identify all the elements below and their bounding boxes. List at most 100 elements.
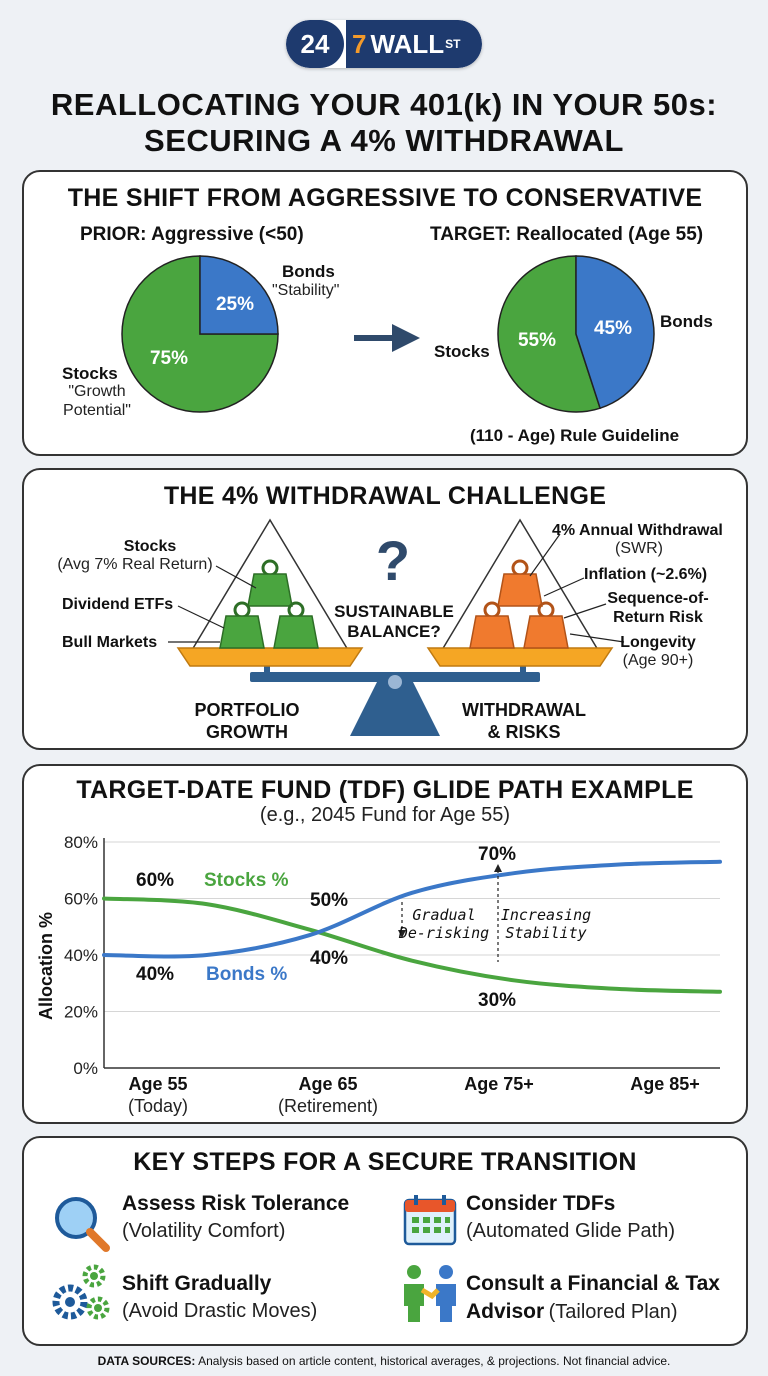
stocks-end-pct: 30% xyxy=(478,990,517,1011)
logo-wordmark: 7 WALL ST xyxy=(346,20,482,68)
target-stocks-label: Stocks xyxy=(434,342,490,361)
left-weights xyxy=(219,559,319,649)
y-tick-label: 20% xyxy=(64,1003,98,1022)
prior-bonds-pct: 25% xyxy=(215,294,255,315)
x-tick-age85: Age 85+ xyxy=(630,1074,700,1094)
x-tick-age55: Age 55 xyxy=(128,1074,188,1094)
footer-text: Analysis based on article content, histo… xyxy=(195,1354,671,1368)
prior-stocks-sub2: Potential" xyxy=(63,402,131,419)
glide-path-panel: TARGET-DATE FUND (TDF) GLIDE PATH EXAMPL… xyxy=(22,764,748,1124)
data-sources-footer: DATA SOURCES: Analysis based on article … xyxy=(0,1354,768,1368)
right-pan xyxy=(426,647,614,667)
y-tick-label: 60% xyxy=(64,890,98,909)
derisk-note2: De-risking xyxy=(398,924,490,942)
target-bonds-pct: 45% xyxy=(593,318,633,339)
balance-scale-illustration xyxy=(168,518,625,736)
x-tick-age75: Age 75+ xyxy=(464,1074,534,1094)
longevity-label: Longevity xyxy=(620,634,696,651)
step3-title: Shift Gradually xyxy=(122,1272,272,1295)
prior-stocks-label: Stocks xyxy=(62,364,118,383)
x-tick-age65: Age 65 xyxy=(298,1074,358,1094)
right-leader-lines xyxy=(529,533,625,643)
glide-path-chart: 80% 60% 40% 20% 0% Allocation % xyxy=(36,833,722,1078)
left-leader-lines xyxy=(168,565,257,643)
bonds-start-pct: 40% xyxy=(136,964,175,985)
footer-label: DATA SOURCES: xyxy=(97,1354,196,1368)
bull-markets-label: Bull Markets xyxy=(62,634,158,651)
logo: 24 7 WALL ST xyxy=(286,20,482,68)
step4-title2: Advisor xyxy=(466,1300,545,1323)
prior-stocks-sub1: "Growth xyxy=(68,383,126,400)
target-heading: TARGET: Reallocated (Age 55) xyxy=(430,224,704,245)
chart-grid xyxy=(103,838,720,1069)
target-stocks-slice xyxy=(497,255,602,413)
inflation-label: Inflation (~2.6%) xyxy=(584,566,708,583)
glide-path-title: TARGET-DATE FUND (TDF) GLIDE PATH EXAMPL… xyxy=(76,776,694,804)
sequence-risk-label2: Return Risk xyxy=(613,609,703,626)
scale-stand xyxy=(350,676,440,736)
bonds-mid-pct: 50% xyxy=(310,890,349,911)
rule-guideline: (110 - Age) Rule Guideline xyxy=(470,426,680,445)
stocks-mid-pct: 40% xyxy=(310,948,349,969)
stability-note1: Increasing xyxy=(500,906,592,924)
y-tick-label: 0% xyxy=(73,1059,98,1078)
step2-sub: (Automated Glide Path) xyxy=(466,1220,675,1242)
stocks-series-name: Stocks % xyxy=(204,870,289,891)
target-bonds-slice xyxy=(575,255,655,410)
target-bonds-label: Bonds xyxy=(660,312,713,331)
balance-label1: SUSTAINABLE xyxy=(334,602,454,621)
withdrawal-risks-caption2: & RISKS xyxy=(487,722,561,742)
page-title-line2: SECURING A 4% WITHDRAWAL xyxy=(144,123,624,158)
withdrawal-challenge-title: THE 4% WITHDRAWAL CHALLENGE xyxy=(163,482,607,510)
prior-bonds-label: Bonds xyxy=(282,262,335,281)
right-weights xyxy=(469,559,569,649)
bonds-line xyxy=(102,859,722,959)
handshake-icon xyxy=(404,1265,456,1322)
balance-label2: BALANCE? xyxy=(347,622,441,641)
portfolio-growth-caption2: GROWTH xyxy=(206,722,288,742)
annotation-arrows xyxy=(401,870,499,962)
stocks-return-sub: (Avg 7% Real Return) xyxy=(57,556,213,573)
target-stocks-pct: 55% xyxy=(517,330,557,351)
logo-st: ST xyxy=(445,37,461,51)
stocks-line xyxy=(102,896,722,994)
chart-lines xyxy=(102,859,722,994)
swr-sub: (SWR) xyxy=(615,540,663,557)
prior-stocks-pct: 75% xyxy=(149,348,189,369)
y-tick-labels: 80% 60% 40% 20% 0% xyxy=(64,833,98,1078)
allocation-pies xyxy=(121,255,655,413)
calendar-icon xyxy=(403,1195,457,1246)
target-pie-chart xyxy=(497,255,655,413)
step4-sub: (Tailored Plan) xyxy=(548,1301,678,1323)
step3-sub: (Avoid Drastic Moves) xyxy=(122,1300,318,1322)
prior-stocks-slice xyxy=(121,255,279,413)
withdrawal-challenge-panel: THE 4% WITHDRAWAL CHALLENGE xyxy=(22,468,748,750)
y-axis-label: Allocation % xyxy=(36,912,56,1020)
y-tick-label: 80% xyxy=(64,833,98,852)
step2-title: Consider TDFs xyxy=(466,1192,616,1215)
step1-title: Assess Risk Tolerance xyxy=(122,1192,350,1215)
stability-note2: Stability xyxy=(505,924,587,942)
page-title-line1: REALLOCATING YOUR 401(k) IN YOUR 50s: xyxy=(50,87,718,122)
allocation-shift-panel: THE SHIFT FROM AGGRESSIVE TO CONSERVATIV… xyxy=(22,170,748,456)
gears-icon xyxy=(52,1264,110,1320)
logo-seven: 7 xyxy=(352,28,367,59)
longevity-sub: (Age 90+) xyxy=(622,652,694,669)
left-pan xyxy=(176,647,364,667)
step1-sub: (Volatility Comfort) xyxy=(122,1220,286,1242)
glide-path-subtitle: (e.g., 2045 Fund for Age 55) xyxy=(259,804,511,826)
prior-bonds-sub: "Stability" xyxy=(272,282,340,299)
bonds-series-name: Bonds % xyxy=(206,964,288,985)
portfolio-growth-caption1: PORTFOLIO xyxy=(194,700,300,720)
step4-sub-line: Advisor (Tailored Plan) xyxy=(466,1300,678,1324)
prior-pie-chart xyxy=(121,255,279,413)
step4-title: Consult a Financial & Tax xyxy=(466,1272,720,1295)
key-steps-panel: KEY STEPS FOR A SECURE TRANSITION Assess… xyxy=(22,1136,748,1346)
key-steps-title: KEY STEPS FOR A SECURE TRANSITION xyxy=(133,1148,637,1176)
allocation-shift-title: THE SHIFT FROM AGGRESSIVE TO CONSERVATIV… xyxy=(67,184,703,212)
withdrawal-risks-caption1: WITHDRAWAL xyxy=(462,700,586,720)
arrow-icon xyxy=(354,324,420,352)
y-tick-label: 40% xyxy=(64,946,98,965)
stocks-return-label: Stocks xyxy=(123,538,177,555)
derisk-note1: Gradual xyxy=(412,906,476,924)
